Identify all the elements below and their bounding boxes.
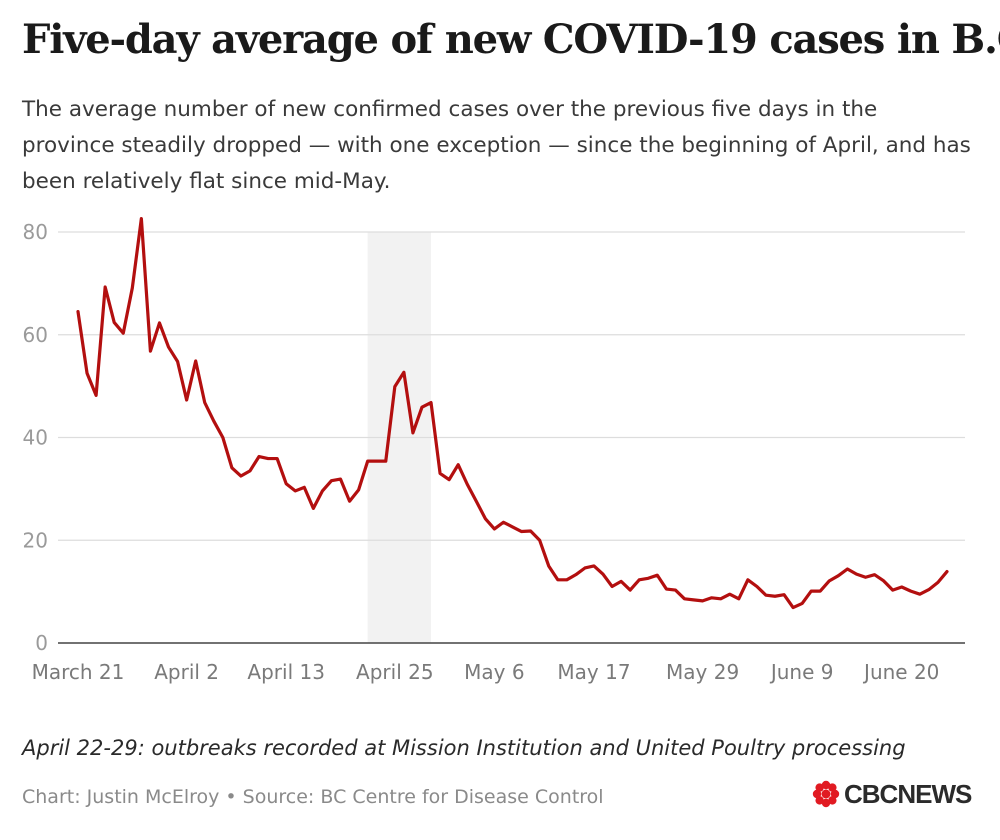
logo-wordmark: CBCNEWS <box>844 778 972 809</box>
gem-petal <box>815 796 824 805</box>
chart-title: Five-day average of new COVID-19 cases i… <box>22 16 1000 63</box>
gem-petal <box>828 796 837 805</box>
chart-credit: Chart: Justin McElroy • Source: BC Centr… <box>22 786 604 808</box>
chart-subtitle: The average number of new confirmed case… <box>22 97 971 194</box>
x-tick-label: May 6 <box>464 660 524 684</box>
gem-petal <box>828 783 837 792</box>
x-tick-label: May 17 <box>557 660 630 684</box>
x-tick-label: April 13 <box>247 660 325 684</box>
gem-center <box>821 789 831 799</box>
x-axis-tick-labels: March 21 April 2 April 13 April 25 May 6 May … <box>32 660 940 684</box>
y-tick-label-80: 80 <box>23 220 48 244</box>
x-tick-label: June 20 <box>862 660 939 684</box>
x-tick-label: May 29 <box>666 660 739 684</box>
x-tick-label: April 2 <box>154 660 219 684</box>
series-layer <box>76 217 949 610</box>
y-tick-label-0: 0 <box>35 631 48 655</box>
gem-petal <box>812 789 822 799</box>
y-axis-tick-labels: 0 20 40 60 80 <box>23 220 48 655</box>
series-line <box>76 217 949 610</box>
x-tick-label: June 9 <box>769 660 834 684</box>
x-tick-label: March 21 <box>32 660 125 684</box>
gem-petal <box>821 798 831 808</box>
line-chart: 0 20 40 60 80 March 21 April 2 April 13 April 2… <box>23 217 965 684</box>
y-tick-label-40: 40 <box>23 426 48 450</box>
y-tick-label-20: 20 <box>23 528 48 552</box>
gem-petal <box>821 780 831 790</box>
chart-annotation: April 22-29: outbreaks recorded at Missi… <box>22 736 906 760</box>
x-tick-label: April 25 <box>356 660 434 684</box>
gem-petal <box>815 783 824 792</box>
y-tick-label-60: 60 <box>23 323 48 347</box>
gem-petal <box>830 789 840 799</box>
cbc-gem-icon <box>812 780 840 808</box>
gridlines <box>58 231 965 644</box>
cbc-news-logo: CBCNEWS <box>812 778 972 809</box>
